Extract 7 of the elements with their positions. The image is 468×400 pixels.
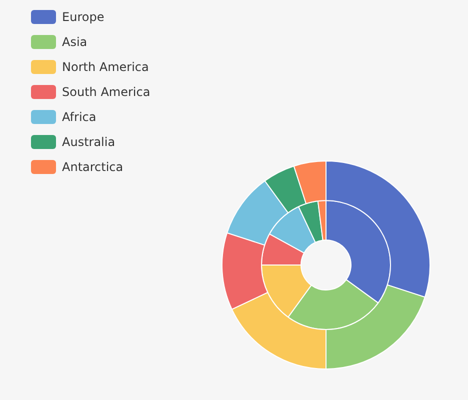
legend-label: Australia (62, 135, 116, 149)
legend-label: Asia (62, 35, 88, 49)
legend-label: South America (62, 85, 150, 99)
legend-label: North America (62, 60, 149, 74)
legend-label: Europe (62, 10, 104, 24)
legend-label: Antarctica (62, 160, 124, 174)
legend-label: Africa (62, 110, 96, 124)
